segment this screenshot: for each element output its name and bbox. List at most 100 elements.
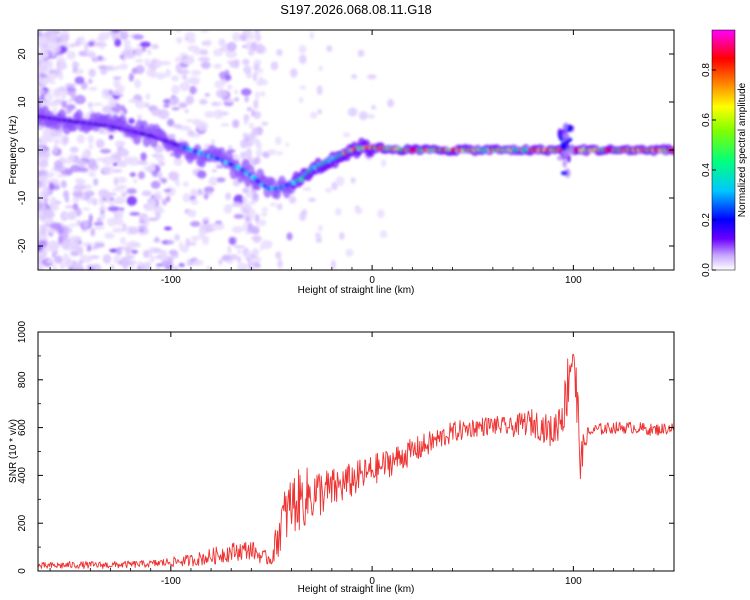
spectrogram-noise-blob [48, 181, 55, 191]
spectrogram-noise-blob [242, 132, 249, 140]
spectrogram-noise-blob [218, 258, 223, 266]
spectrogram-ridge-blob [562, 159, 567, 168]
spectrogram-noise-blob [58, 62, 68, 70]
spectrogram-noise-blob [275, 49, 283, 57]
spectrogram-noise-blob [112, 76, 122, 80]
spectrogram-noise-blob [254, 263, 262, 269]
spectrogram-noise-blob [60, 90, 66, 100]
spectrogram-noise-blob [150, 68, 157, 78]
spectrogram-noise-blob [249, 208, 256, 218]
spectrogram-noise-blob [248, 225, 256, 234]
spectrogram-noise-blob [72, 66, 78, 73]
spectrogram-noise-blob [99, 148, 112, 154]
spectrogram-noise-blob [334, 207, 342, 216]
spectrogram-noise-blob [61, 30, 69, 35]
spectrogram-noise-blob [60, 180, 67, 189]
spectrogram-noise-blob [121, 261, 129, 265]
colorbar-ticks: 0.0 0.2 0.4 0.6 0.8 [701, 63, 716, 277]
spectrogram-noise-blob [204, 110, 215, 118]
spectrogram-noise-blob [127, 240, 140, 248]
spectrogram-noise-blob [48, 241, 61, 250]
spectrogram-noise-blob [184, 109, 189, 114]
spectrogram-noise-blob [119, 31, 129, 40]
spectrogram-noise-blob [182, 181, 189, 187]
spectrogram-noise-blob [153, 191, 162, 195]
spectrogram-noise-blob [270, 61, 279, 71]
spectrogram-noise-blob [81, 242, 94, 247]
spectrogram-noise-blob [137, 160, 148, 166]
spectrogram-noise-blob [160, 177, 168, 184]
spectrogram-noise-blob [133, 178, 138, 184]
spectrogram-noise-blob [87, 101, 93, 109]
spectrogram-noise-blob [216, 101, 222, 107]
spectrogram-noise-blob [76, 167, 89, 173]
spectrogram-noise-blob [87, 134, 94, 144]
spectrogram-noise-blob [58, 235, 64, 245]
spectrogram-noise-blob [149, 247, 155, 254]
spectrogram-noise-blob [171, 84, 180, 95]
spectrogram-noise-blob [225, 192, 232, 201]
spectrogram-noise-blob [200, 30, 209, 33]
spectrogram-noise-blob [189, 85, 197, 95]
colorbar-tick-label: 0.0 [701, 263, 712, 277]
spectrogram-noise-blob [92, 198, 98, 206]
spectrogram-noise-blob [151, 43, 159, 50]
snr-marks [38, 353, 674, 570]
spectrogram-noise-blob [204, 39, 212, 47]
spectrogram-noise-blob [128, 117, 135, 125]
spectrogram-noise-blob [267, 149, 277, 156]
spectrogram-noise-blob [316, 85, 323, 96]
spectrogram-noise-blob [185, 238, 191, 248]
spectrogram-noise-blob [249, 122, 254, 129]
spectrogram-noise-blob [243, 65, 252, 74]
spectrogram-noise-blob [232, 119, 240, 129]
spectrogram-noise-blob [66, 99, 73, 104]
spectrogram-noise-blob [84, 42, 89, 52]
spectrogram-noise-blob [138, 267, 148, 270]
spectrogram-ridge [38, 105, 674, 241]
spectrogram-noise-blob [141, 190, 152, 197]
spectrogram-noise-blob [96, 55, 104, 61]
spectrogram-y-tick-label: -20 [17, 238, 28, 253]
spectrogram-noise-blob [166, 239, 175, 245]
spectrogram-noise-blob [117, 145, 124, 152]
spectrogram-noise-blob [46, 259, 55, 264]
spectrogram-noise-blob [245, 148, 253, 158]
spectrogram-noise-blob [121, 191, 128, 198]
spectrogram-noise-blob [276, 151, 283, 156]
snr-y-tick-label: 800 [17, 371, 28, 388]
spectrogram-noise-blob [104, 232, 115, 239]
spectrogram-y-tick-label: 20 [17, 48, 28, 60]
spectrogram-y-tick-label: 0 [17, 147, 28, 153]
spectrogram-noise-blob [91, 102, 104, 106]
spectrogram-noise-blob [206, 191, 213, 196]
spectrogram-noise-blob [190, 199, 199, 205]
spectrogram-noise-blob [215, 177, 226, 183]
spectrogram-noise-blob [242, 222, 249, 232]
spectrogram-noise-blob [184, 31, 196, 39]
spectrogram-noise-blob [144, 204, 155, 212]
spectrogram-noise-blob [102, 105, 111, 114]
spectrogram-noise-blob [347, 107, 358, 117]
spectrogram-noise-blob [81, 153, 90, 159]
spectrogram-noise-blob [256, 79, 263, 87]
spectrogram-noise-blob [299, 212, 307, 221]
spectrogram-noise-blob [109, 32, 119, 36]
snr-x-tick-label: -100 [161, 576, 181, 587]
spectrogram-noise-blob [335, 176, 345, 187]
spectrogram-noise-blob [51, 201, 59, 211]
spectrogram-noise-blob [124, 255, 135, 260]
spectrogram-noise-blob [253, 111, 262, 120]
spectrogram-noise-blob [129, 212, 141, 216]
spectrogram-noise-blob [111, 90, 124, 96]
spectrogram-noise-blob [136, 114, 143, 120]
spectrogram-noise-blob [123, 46, 129, 51]
spectrogram-noise-blob [188, 242, 197, 246]
spectrogram-noise-blob [110, 264, 115, 270]
spectrogram-noise-blob [72, 197, 81, 203]
spectrogram-noise-blob [66, 50, 76, 60]
spectrogram-noise-blob [190, 69, 202, 76]
spectrogram-noise-blob [87, 40, 95, 47]
spectrogram-noise-blob [233, 59, 240, 65]
